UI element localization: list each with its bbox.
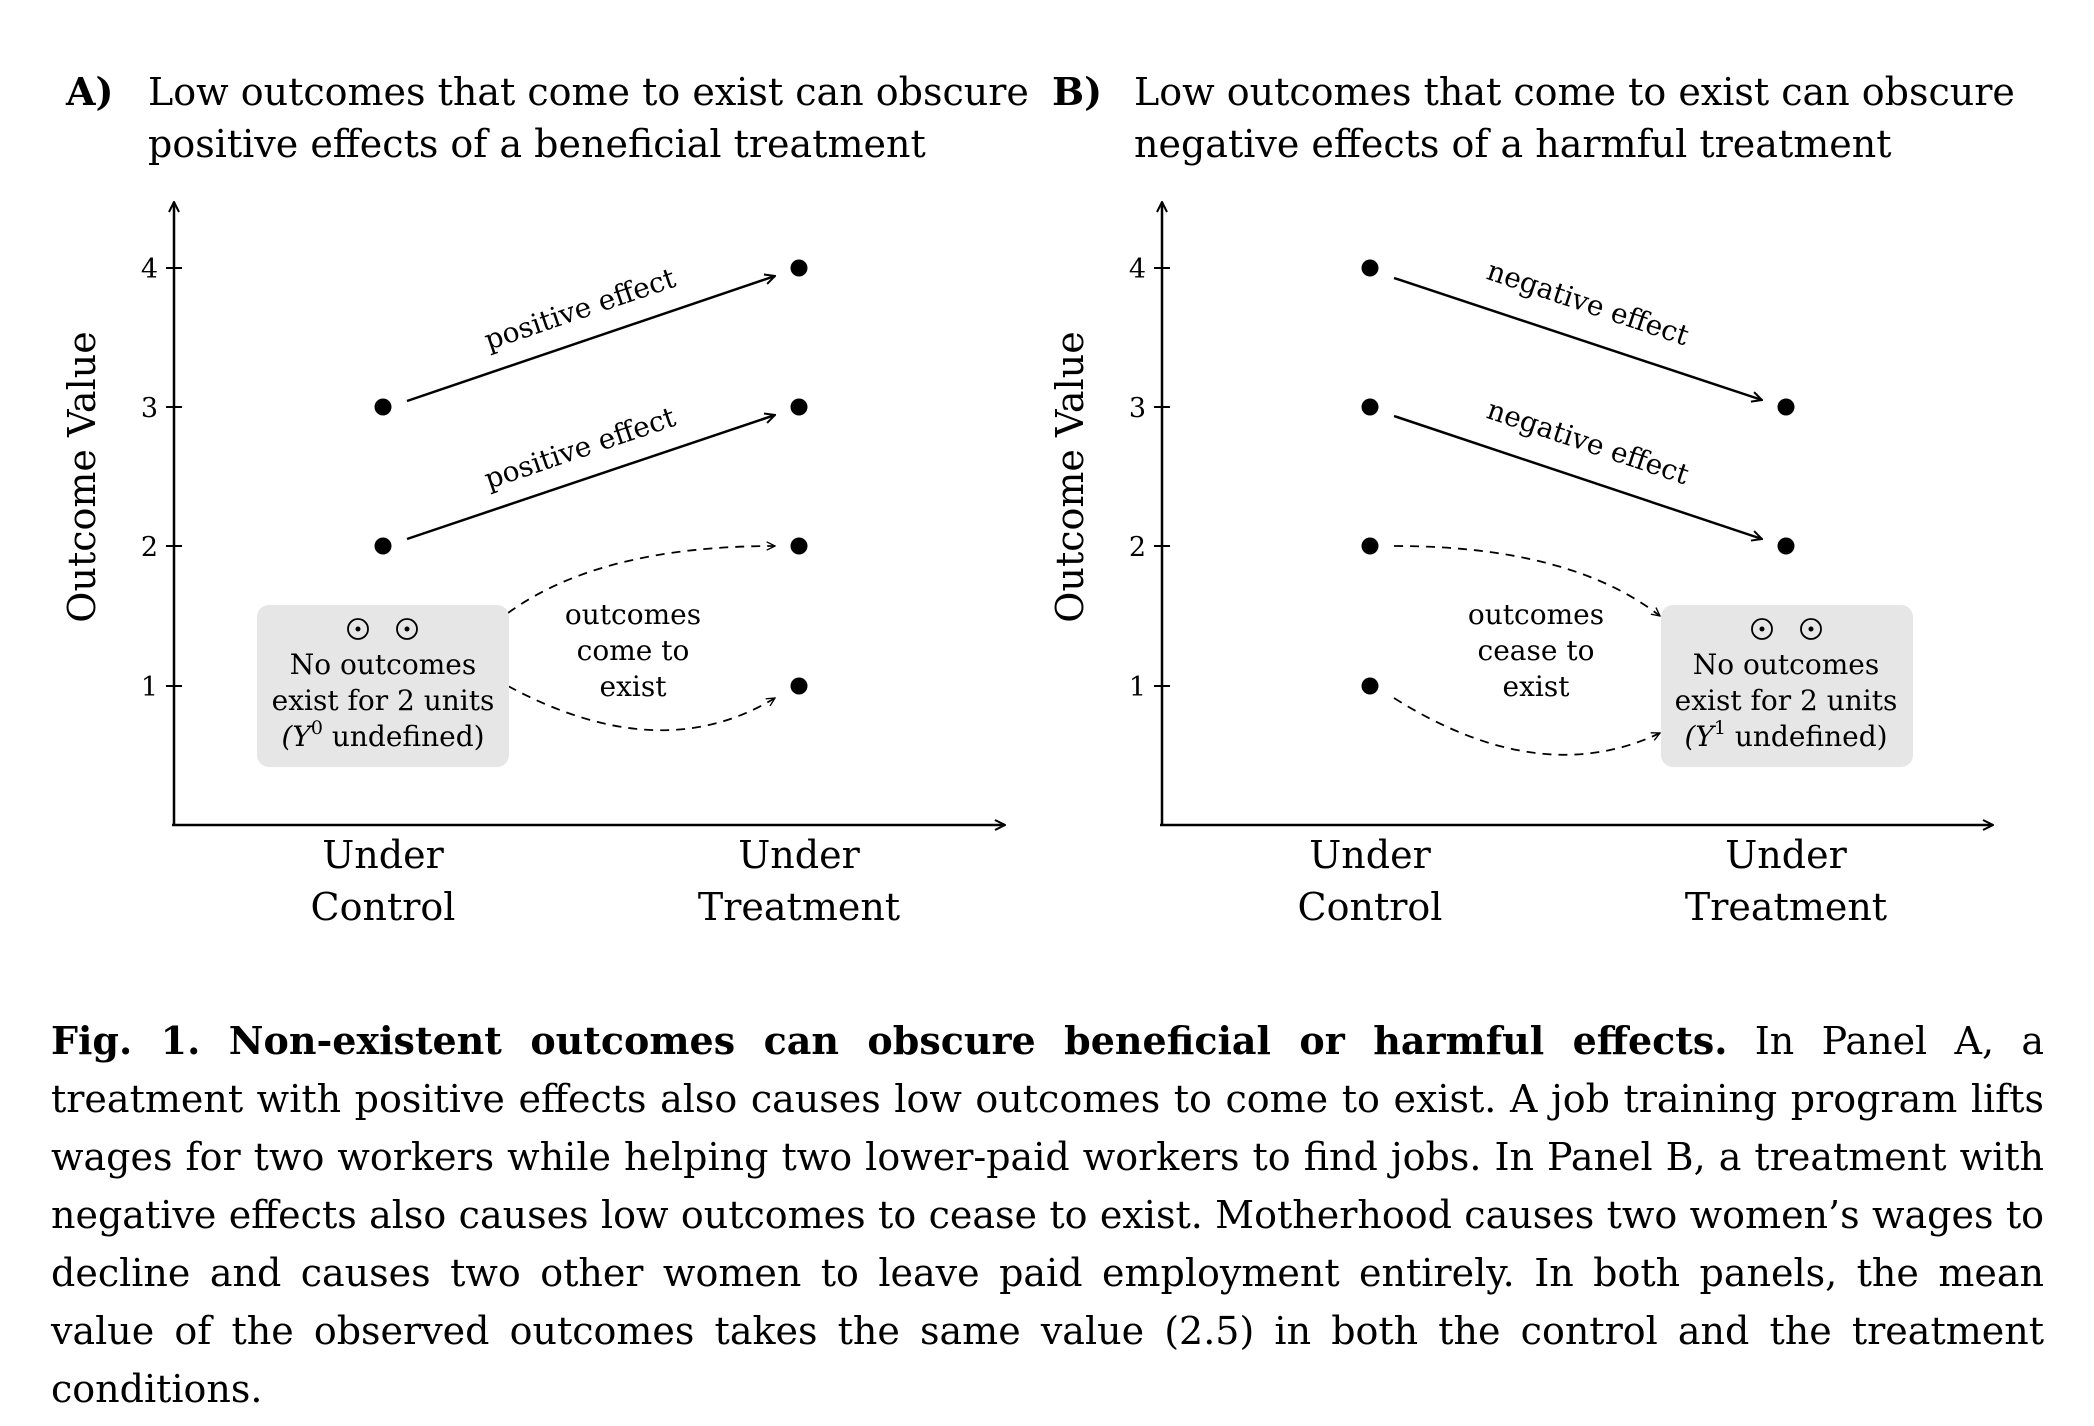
panel-a-odot-icon-right (396, 618, 418, 640)
panel-a-y-ticks: 1 2 3 4 (141, 254, 182, 703)
panel-b-arrow-label-lower: negative effect (1483, 393, 1694, 492)
diagram-canvas: 1 2 3 4 Outcome Value Under Control Unde… (60, 185, 2094, 929)
panel-a-effect-arrow-lower (406, 415, 775, 541)
panel-a-box-line1: No outcomes (290, 648, 476, 681)
panel-b-y-axis-label: Outcome Value (1048, 331, 1092, 622)
panel-b-x-category-treatment-line2: Treatment (1685, 885, 1887, 929)
caption-lead: Fig. 1. Non-existent outcomes can obscur… (51, 1018, 1728, 1063)
panel-a-dot-control-2 (374, 537, 392, 555)
panel-a-x-category-treatment-line1: Under (738, 833, 860, 877)
panel-a-dashed-label-line1: outcomes (565, 598, 701, 631)
panel-b-title: Low outcomes that come to exist can obsc… (1134, 70, 2015, 166)
panel-a-tick-label-1: 1 (141, 672, 158, 703)
panel-b-dot-control-2 (1361, 537, 1379, 555)
panel-a-dashed-label-line3: exist (600, 670, 668, 703)
panel-b-tick-label-4: 4 (1129, 254, 1146, 285)
panel-a-letter: A) (66, 69, 114, 114)
panel-b-y-ticks: 1 2 3 4 (1129, 254, 1170, 703)
figure-caption: Fig. 1. Non-existent outcomes can obscur… (51, 1012, 2044, 1418)
panel-b-no-outcomes-box (1661, 605, 1913, 767)
panel-b-effect-arrow-lower (1393, 414, 1762, 539)
panel-b-dashed-arrow-lower (1393, 697, 1660, 756)
panel-a-box-line2: exist for 2 units (272, 684, 495, 717)
panel-b-dot-treatment-3 (1777, 398, 1795, 416)
panel-a-tick-label-3: 3 (141, 393, 158, 424)
panel-a-dot-control-3 (374, 398, 392, 416)
panel-b-x-category-control-line1: Under (1309, 833, 1431, 877)
panel-a-dot-treatment-2 (790, 537, 808, 555)
panel-a-odot-icon-left (347, 618, 369, 640)
panel-a-dot-treatment-3 (790, 398, 808, 416)
caption-body: In Panel A, a treatment with positive ef… (51, 1019, 2045, 1411)
panel-b-effect-arrow-upper (1393, 276, 1762, 400)
panel-b-plot: 1 2 3 4 Outcome Value Under Control Unde… (1048, 202, 1993, 929)
panel-b-x-category-control-line2: Control (1298, 885, 1443, 929)
panel-b-dashed-label-line1: outcomes (1468, 598, 1604, 631)
panel-a-tick-label-2: 2 (141, 532, 158, 563)
panel-b-dashed-label-line2: cease to (1478, 634, 1595, 667)
panel-b-dot-control-3 (1361, 398, 1379, 416)
panel-a-dashed-label-line2: come to (577, 634, 690, 667)
panel-b-x-category-treatment-line1: Under (1725, 833, 1847, 877)
panel-b-arrow-label-upper: negative effect (1483, 254, 1694, 353)
panel-a-no-outcomes-box (257, 605, 509, 767)
panel-b-tick-label-3: 3 (1129, 393, 1146, 424)
panel-b-tick-label-2: 2 (1129, 532, 1146, 563)
panel-a-effect-arrow-upper (406, 276, 775, 403)
panel-a-y-axis-label: Outcome Value (60, 331, 104, 622)
panel-a-x-category-control-line2: Control (311, 885, 456, 929)
panel-a-plot: 1 2 3 4 Outcome Value Under Control Unde… (60, 202, 1005, 929)
panel-a-x-category-treatment-line2: Treatment (698, 885, 900, 929)
panel-a-tick-label-4: 4 (141, 254, 158, 285)
panel-b-box-line1: No outcomes (1693, 648, 1879, 681)
panel-a-dot-treatment-1 (790, 677, 808, 695)
panel-a-dot-treatment-4 (790, 259, 808, 277)
panel-b-box-line2: exist for 2 units (1675, 684, 1898, 717)
panel-b-dot-control-4 (1361, 259, 1379, 277)
panel-b-dot-control-1 (1361, 677, 1379, 695)
panel-b-letter: B) (1052, 69, 1103, 114)
panel-a-x-category-control-line1: Under (322, 833, 444, 877)
panel-a-title: Low outcomes that come to exist can obsc… (148, 70, 1029, 166)
panel-b-odot-icon-right (1800, 618, 1822, 640)
panel-a-box-line3: (Y0 undefined) (281, 717, 484, 753)
panel-b-box-line3: (Y1 undefined) (1684, 717, 1887, 753)
panel-b-odot-icon-left (1751, 618, 1773, 640)
panel-b-tick-label-1: 1 (1129, 672, 1146, 703)
panel-a-dashed-arrow-lower (507, 685, 775, 732)
panel-b-dot-treatment-2 (1777, 537, 1795, 555)
panel-b-dashed-label-line3: exist (1503, 670, 1571, 703)
